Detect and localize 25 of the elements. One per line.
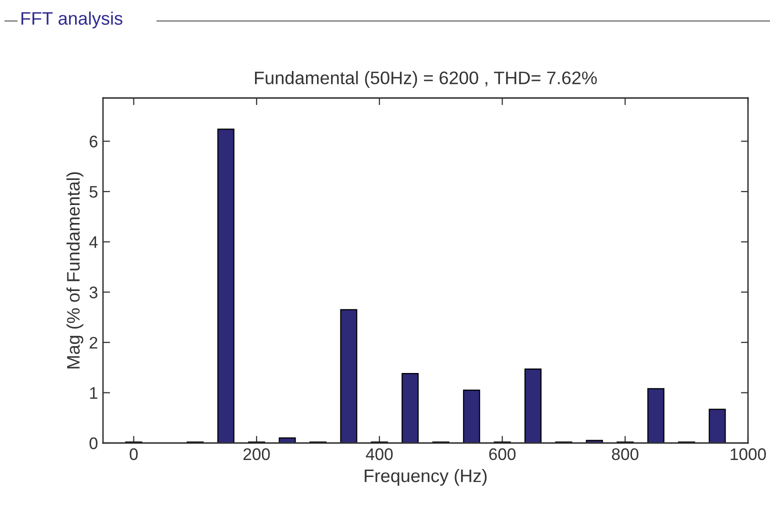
bar [463, 390, 480, 443]
bar [340, 309, 358, 443]
x-tick-label: 0 [130, 448, 138, 460]
y-tick-label: 0 [90, 437, 98, 450]
x-tick-label: 200 [244, 448, 270, 460]
y-axis-title: Mag (% of Fundamental) [66, 172, 84, 368]
bar [708, 408, 726, 443]
y-tick-label: 4 [89, 236, 98, 248]
bar [402, 373, 419, 443]
x-tick-label: 600 [489, 448, 516, 460]
x-axis-title: Frequency (Hz) [364, 468, 487, 486]
y-tick-label: 1 [90, 387, 98, 399]
y-tick-label: 3 [90, 286, 98, 298]
x-tick-label: 1000 [730, 448, 766, 460]
x-tick-label: 800 [612, 448, 638, 460]
y-tick-label: 6 [90, 136, 98, 148]
bar [647, 388, 664, 443]
text: FFT analysis [21, 12, 122, 28]
bar [524, 368, 542, 443]
bar [278, 437, 296, 443]
y-tick-label: 2 [90, 336, 98, 348]
chart-title: Fundamental (50Hz) = 6200 , THD= 7.62% [255, 71, 597, 88]
x-tick-label: 400 [366, 448, 393, 460]
bar [217, 128, 234, 443]
y-tick-label: 5 [90, 186, 98, 198]
